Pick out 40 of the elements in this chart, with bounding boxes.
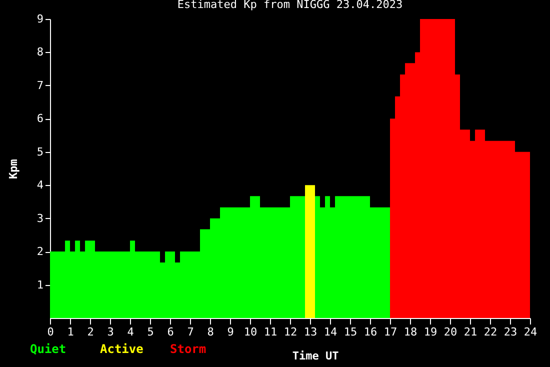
x-tick-label: 2 [87,326,94,338]
y-tick-label: 2 [36,245,44,258]
x-tick-label: 10 [244,326,258,338]
x-tick-label: 4 [127,326,134,338]
x-axis-title: Time UT [292,350,340,362]
y-tick-label: 5 [36,145,44,158]
text: Active [100,342,144,356]
x-tick-label: 16 [364,326,378,338]
y-tick-label: 6 [36,112,44,126]
text: Storm [170,342,206,356]
x-tick-label: 18 [404,326,418,338]
y-tick-label: 8 [36,46,44,59]
y-tick-label: 1 [36,278,44,292]
y-axis-title: Kpm [6,158,20,179]
x-tick-label: 6 [167,326,174,338]
x-tick-label: 8 [207,326,214,338]
x-tick-label: 5 [147,326,154,338]
y-tick-label: 9 [36,12,44,26]
y-tick-label: 4 [36,178,44,192]
series-label: Quiet [30,342,66,356]
x-tick-label: 14 [324,326,338,338]
x-tick-label: 12 [284,326,298,338]
x-tick-label: 0 [47,326,54,338]
x-tick-label: 15 [344,326,358,338]
x-tick-label: 7 [187,326,194,338]
x-tick-label: 19 [424,326,438,338]
x-tick-label: 22 [484,326,498,338]
x-tick-label: 20 [444,326,458,338]
x-tick-label: 1 [67,326,74,338]
y-tick-label: 3 [36,212,44,225]
x-tick-label: 24 [524,326,538,338]
x-tick-label: 13 [304,326,318,338]
x-tick-label: 11 [264,326,278,338]
x-tick-label: 3 [107,326,114,338]
x-tick-label: 23 [504,326,518,338]
y-tick-label: 7 [36,78,44,92]
chart-title: Estimated Kp from NIGGG 23.04.2023 [177,0,403,11]
x-tick-label: 17 [384,326,398,338]
x-tick-label: 9 [227,326,234,338]
x-tick-label: 21 [464,326,478,338]
